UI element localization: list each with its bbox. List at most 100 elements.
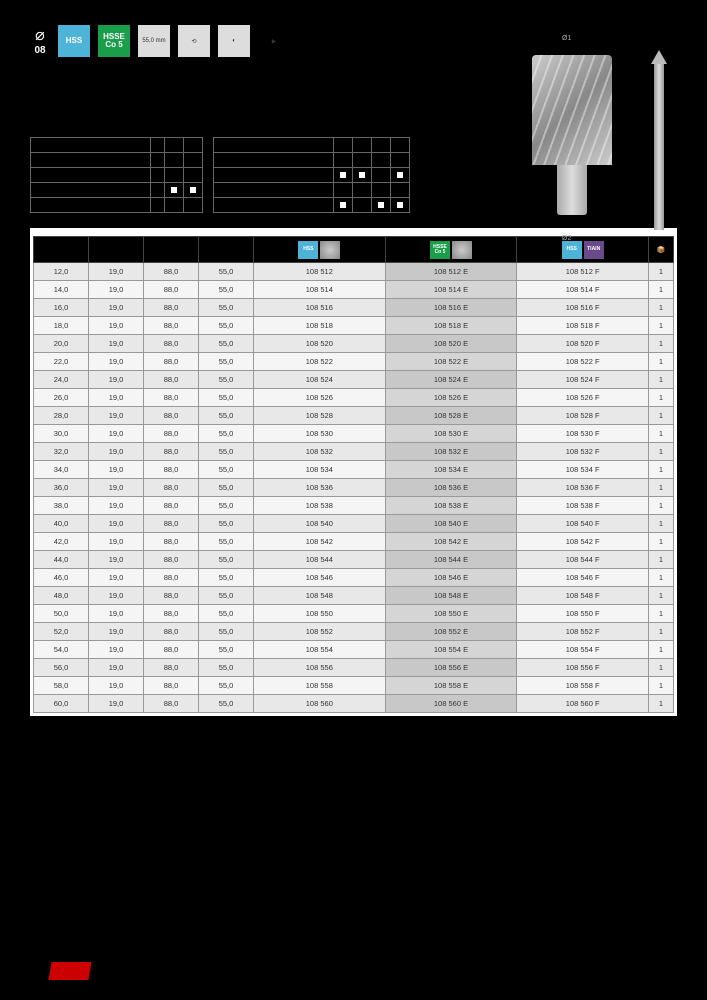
cell-co5: 108 518 E (385, 317, 517, 335)
cell-l2: 55,0 (199, 461, 254, 479)
cell-d2: 19,0 (89, 317, 144, 335)
mini-hss: HSS (298, 241, 318, 259)
cell-d1: 34,0 (34, 461, 89, 479)
category-icon: ⌀ 08 (30, 25, 50, 56)
cell-l1: 88,0 (144, 299, 199, 317)
cell-tiain: 108 556 F (517, 659, 649, 677)
cell-l2: 55,0 (199, 479, 254, 497)
cell-tiain: 108 514 F (517, 281, 649, 299)
cell-qty: 1 (649, 587, 674, 605)
cell-d1: 26,0 (34, 389, 89, 407)
cell-tiain: 108 560 F (517, 695, 649, 713)
cell-d2: 19,0 (89, 515, 144, 533)
cell-l2: 55,0 (199, 263, 254, 281)
pilot-pin-illustration (651, 50, 667, 230)
cell-l1: 88,0 (144, 677, 199, 695)
cell-tiain: 108 534 F (517, 461, 649, 479)
cell-d2: 19,0 (89, 533, 144, 551)
cell-d1: 14,0 (34, 281, 89, 299)
cell-l1: 88,0 (144, 407, 199, 425)
table-row: 60,0 19,0 88,0 55,0 108 560 108 560 E 10… (34, 695, 674, 713)
cell-d2: 19,0 (89, 641, 144, 659)
cell-qty: 1 (649, 695, 674, 713)
cell-l2: 55,0 (199, 299, 254, 317)
cell-qty: 1 (649, 443, 674, 461)
cell-l2: 55,0 (199, 371, 254, 389)
dim-d2: Ø2 (562, 235, 571, 242)
cell-qty: 1 (649, 623, 674, 641)
cell-d2: 19,0 (89, 461, 144, 479)
cell-tiain: 108 546 F (517, 569, 649, 587)
cell-d1: 60,0 (34, 695, 89, 713)
cell-l1: 88,0 (144, 695, 199, 713)
cell-hss: 108 540 (254, 515, 386, 533)
cell-co5: 108 520 E (385, 335, 517, 353)
col-badge-hsseco5: HSSECo 5 (430, 241, 472, 259)
cell-qty: 1 (649, 551, 674, 569)
cell-qty: 1 (649, 353, 674, 371)
cell-qty: 1 (649, 389, 674, 407)
cell-l1: 88,0 (144, 461, 199, 479)
app-icon-3: ▶ (258, 25, 290, 57)
cell-l1: 88,0 (144, 533, 199, 551)
cell-d1: 38,0 (34, 497, 89, 515)
cell-hss: 108 512 (254, 263, 386, 281)
table-row: 40,0 19,0 88,0 55,0 108 540 108 540 E 10… (34, 515, 674, 533)
cell-l1: 88,0 (144, 281, 199, 299)
cell-l1: 88,0 (144, 317, 199, 335)
cell-l1: 88,0 (144, 443, 199, 461)
cell-d2: 19,0 (89, 677, 144, 695)
cell-qty: 1 (649, 479, 674, 497)
cell-l1: 88,0 (144, 353, 199, 371)
table-row: 30,0 19,0 88,0 55,0 108 530 108 530 E 10… (34, 425, 674, 443)
cell-co5: 108 534 E (385, 461, 517, 479)
table-row: 42,0 19,0 88,0 55,0 108 542 108 542 E 10… (34, 533, 674, 551)
cell-qty: 1 (649, 605, 674, 623)
depth-label: 55,0 mm (142, 38, 165, 44)
table-row: 22,0 19,0 88,0 55,0 108 522 108 522 E 10… (34, 353, 674, 371)
cell-qty: 1 (649, 497, 674, 515)
cell-d1: 56,0 (34, 659, 89, 677)
main-table-container: HSS HSSECo 5 HSSTIAIN 📦 12,0 19,0 88,0 5… (30, 228, 677, 716)
cell-l2: 55,0 (199, 641, 254, 659)
cell-tiain: 108 512 F (517, 263, 649, 281)
table-row: 46,0 19,0 88,0 55,0 108 546 108 546 E 10… (34, 569, 674, 587)
cell-d1: 18,0 (34, 317, 89, 335)
cell-tiain: 108 542 F (517, 533, 649, 551)
cell-hss: 108 534 (254, 461, 386, 479)
cell-l2: 55,0 (199, 497, 254, 515)
cell-qty: 1 (649, 569, 674, 587)
cell-d2: 19,0 (89, 623, 144, 641)
cell-hss: 108 550 (254, 605, 386, 623)
cell-co5: 108 556 E (385, 659, 517, 677)
cell-d1: 52,0 (34, 623, 89, 641)
badge-hsseco5-l2: Co 5 (105, 41, 122, 49)
cell-l2: 55,0 (199, 551, 254, 569)
table-row: 36,0 19,0 88,0 55,0 108 536 108 536 E 10… (34, 479, 674, 497)
cell-hss: 108 542 (254, 533, 386, 551)
cell-l2: 55,0 (199, 443, 254, 461)
cell-co5: 108 536 E (385, 479, 517, 497)
cell-d1: 12,0 (34, 263, 89, 281)
cell-tiain: 108 532 F (517, 443, 649, 461)
cell-qty: 1 (649, 281, 674, 299)
cell-co5: 108 538 E (385, 497, 517, 515)
cell-l1: 88,0 (144, 263, 199, 281)
cell-l2: 55,0 (199, 659, 254, 677)
cell-hss: 108 532 (254, 443, 386, 461)
swirl-icon (452, 241, 472, 259)
cell-d1: 48,0 (34, 587, 89, 605)
cell-l1: 88,0 (144, 371, 199, 389)
cell-qty: 1 (649, 659, 674, 677)
cell-l2: 55,0 (199, 353, 254, 371)
cell-l1: 88,0 (144, 659, 199, 677)
spec-table-1 (30, 137, 203, 213)
cell-qty: 1 (649, 299, 674, 317)
cell-d1: 46,0 (34, 569, 89, 587)
cell-co5: 108 514 E (385, 281, 517, 299)
cell-hss: 108 560 (254, 695, 386, 713)
cell-co5: 108 560 E (385, 695, 517, 713)
cell-co5: 108 540 E (385, 515, 517, 533)
table-row: 48,0 19,0 88,0 55,0 108 548 108 548 E 10… (34, 587, 674, 605)
cell-d1: 24,0 (34, 371, 89, 389)
